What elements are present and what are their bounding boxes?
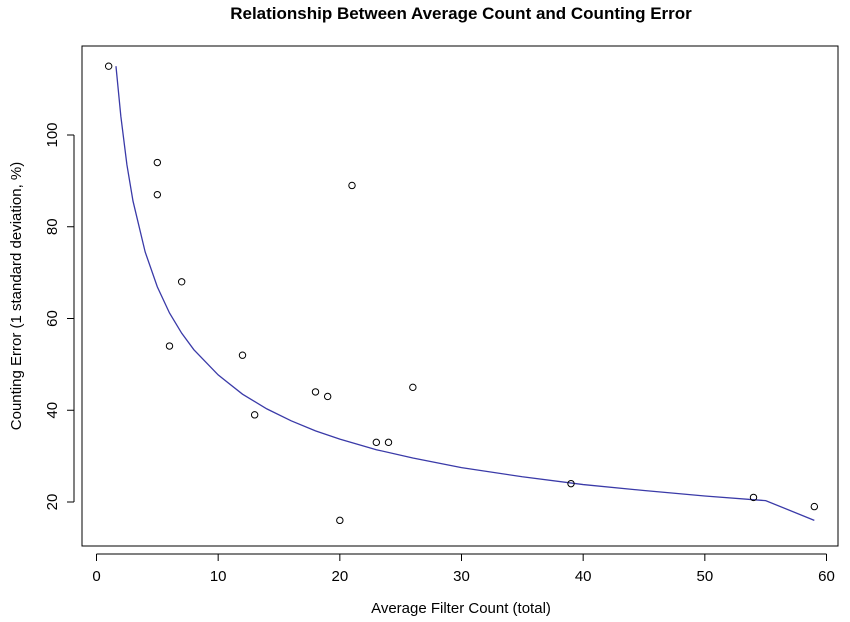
data-point <box>336 516 344 525</box>
plot-frame <box>81 45 839 547</box>
data-point <box>372 438 381 447</box>
data-point <box>153 190 162 199</box>
x-tick-label: 20 <box>331 568 348 585</box>
data-point <box>348 181 356 190</box>
data-point <box>165 342 174 350</box>
y-tick-label: 100 <box>44 122 61 147</box>
data-point <box>749 493 758 502</box>
y-tick-label: 80 <box>44 218 61 235</box>
y-axis: 20 40 60 80 100 <box>44 122 75 511</box>
data-point <box>323 392 332 401</box>
chart-title: Relationship Between Average Count and C… <box>230 4 692 23</box>
x-tick-label: 0 <box>92 568 100 585</box>
x-axis: 0 10 20 30 40 50 60 <box>92 553 835 585</box>
x-tick-label: 60 <box>818 568 835 585</box>
x-tick-label: 50 <box>696 568 713 585</box>
data-point <box>153 158 162 167</box>
y-tick-label: 20 <box>44 494 61 511</box>
data-point <box>177 278 186 286</box>
x-tick-label: 30 <box>453 568 470 585</box>
data-point <box>311 388 320 396</box>
data-points <box>104 62 819 525</box>
data-point <box>810 502 819 511</box>
x-axis-label: Average Filter Count (total) <box>371 600 551 617</box>
y-tick-label: 60 <box>44 310 61 327</box>
data-point <box>250 411 259 419</box>
y-axis-label: Counting Error (1 standard deviation, %) <box>8 162 25 430</box>
data-point <box>384 438 393 447</box>
y-tick-label: 40 <box>44 402 61 419</box>
data-point <box>104 62 113 70</box>
fit-curve-line <box>115 66 815 521</box>
x-tick-label: 10 <box>210 568 227 585</box>
data-point <box>238 351 247 359</box>
data-point <box>567 479 575 488</box>
data-point <box>409 383 417 392</box>
x-tick-label: 40 <box>575 568 592 585</box>
